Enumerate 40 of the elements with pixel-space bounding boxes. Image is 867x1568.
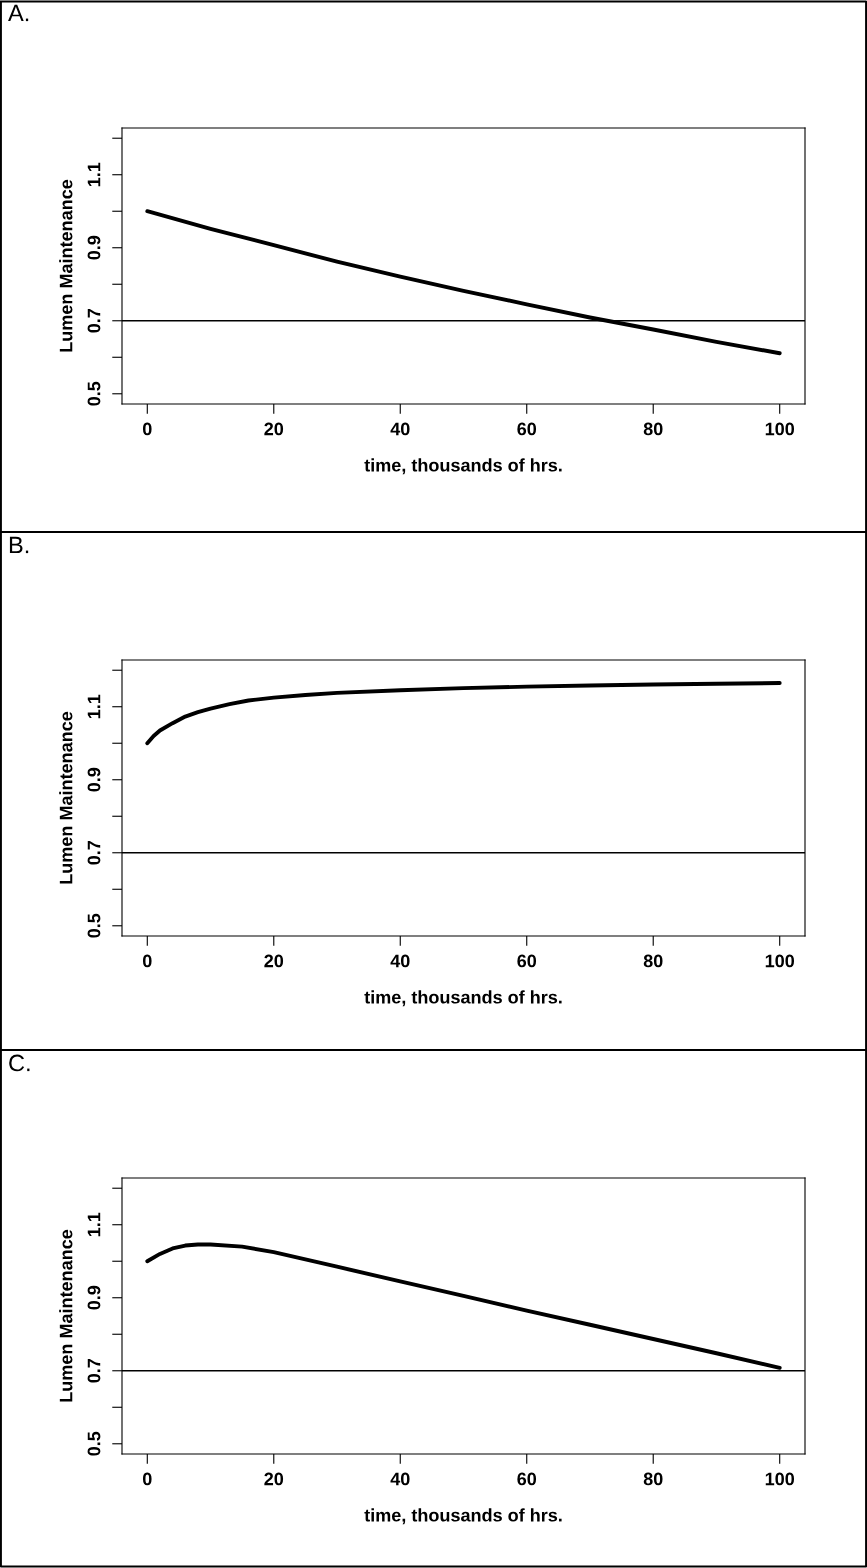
y-tick-label: 1.1	[87, 1212, 101, 1237]
x-tick-label: 0	[142, 1472, 152, 1486]
chart-title: B.	[9, 536, 29, 554]
y-tick-label: 0.9	[87, 1285, 101, 1310]
x-tick-label: 80	[643, 1472, 663, 1486]
x-tick-label: 20	[264, 1472, 284, 1486]
x-tick-label: 80	[643, 954, 663, 968]
x-tick-label: 60	[517, 422, 537, 436]
chart-title: C.	[9, 1054, 30, 1072]
x-axis-title: time, thousands of hrs.	[364, 1508, 562, 1525]
chart-title: A.	[8, 4, 29, 22]
x-tick-label: 40	[390, 1472, 410, 1486]
x-tick-label: 40	[390, 422, 410, 436]
y-tick-label: 0.9	[87, 235, 101, 260]
x-tick-label: 20	[264, 422, 284, 436]
y-tick-label: 1.1	[87, 162, 101, 187]
line-series	[145, 681, 782, 746]
y-axis-title: Lumen Maintenance	[59, 179, 73, 352]
x-tick-label: 100	[765, 1472, 795, 1486]
x-tick-label: 20	[264, 954, 284, 968]
x-axis-title: time, thousands of hrs.	[364, 990, 562, 1007]
x-tick-label: 40	[390, 954, 410, 968]
x-axis-title: time, thousands of hrs.	[364, 458, 562, 475]
y-tick-label: 0.7	[87, 309, 101, 333]
y-tick-label: 0.9	[87, 767, 101, 792]
x-tick-label: 0	[142, 422, 152, 436]
y-tick-label: 0.5	[87, 1431, 101, 1456]
y-tick-label: 0.7	[87, 1359, 101, 1383]
y-tick-label: 0.5	[87, 381, 101, 406]
y-tick-label: 0.7	[87, 841, 101, 865]
x-tick-label: 100	[765, 954, 795, 968]
y-axis-title: Lumen Maintenance	[59, 711, 73, 884]
y-axis-title: Lumen Maintenance	[59, 1229, 73, 1402]
y-tick-label: 0.5	[87, 913, 101, 938]
x-tick-label: 80	[643, 422, 663, 436]
y-tick-label: 1.1	[87, 694, 101, 719]
x-tick-label: 60	[517, 954, 537, 968]
x-tick-label: 100	[765, 422, 795, 436]
x-tick-label: 60	[517, 1472, 537, 1486]
x-tick-label: 0	[142, 954, 152, 968]
